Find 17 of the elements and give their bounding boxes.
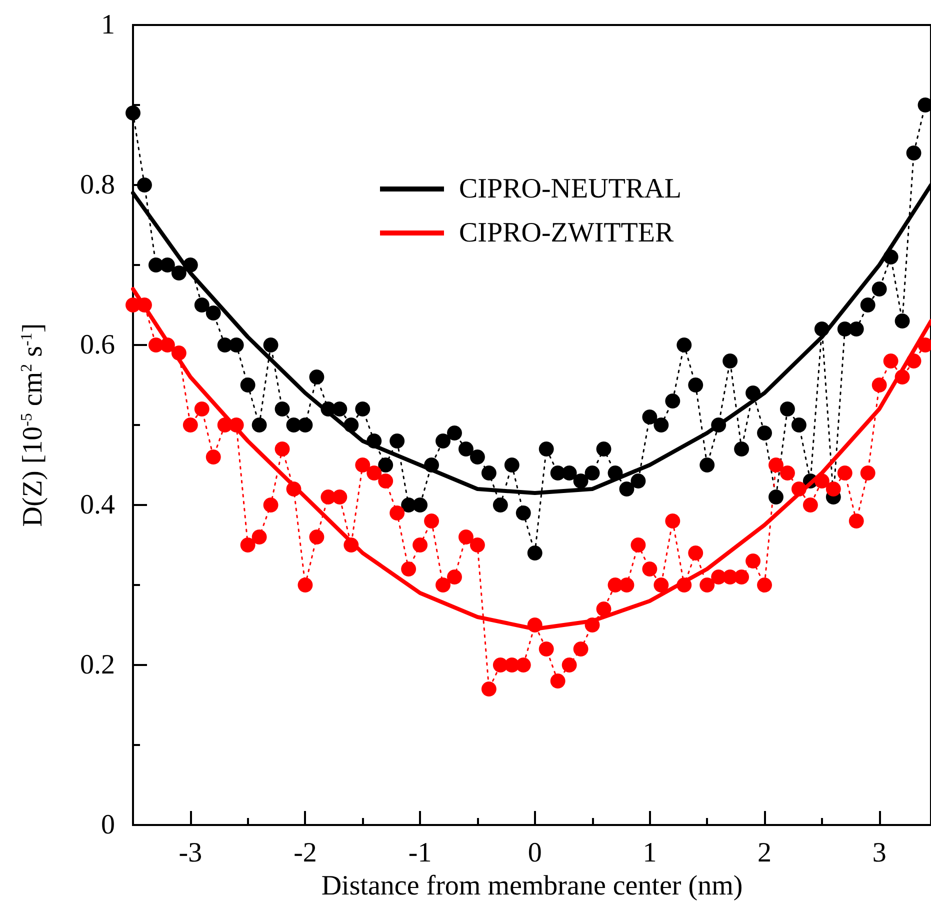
x-tick-label: 0 xyxy=(528,838,542,868)
y-tick-label: 0 xyxy=(101,810,115,840)
x-tick-label: -2 xyxy=(294,838,317,868)
y-tick-label: 0.4 xyxy=(80,490,115,520)
y-tick-label: 0.8 xyxy=(80,170,115,200)
legend-label: CIPRO-NEUTRAL xyxy=(459,174,682,204)
y-tick-label: 1 xyxy=(101,10,115,40)
y-tick-label: 0.6 xyxy=(80,330,115,360)
y-tick-label: 0.2 xyxy=(80,650,115,680)
y-axis-title: D(Z) [10-5 cm2 s-1] xyxy=(18,323,48,527)
x-tick-label: 3 xyxy=(872,838,886,868)
x-tick-label: -1 xyxy=(408,838,432,868)
x-tick-label: 1 xyxy=(642,838,657,868)
x-axis-title: Distance from membrane center (nm) xyxy=(321,870,743,902)
legend-label: CIPRO-ZWITTER xyxy=(459,218,674,248)
x-tick-label: -3 xyxy=(178,838,202,868)
x-tick-label: 2 xyxy=(758,838,772,868)
